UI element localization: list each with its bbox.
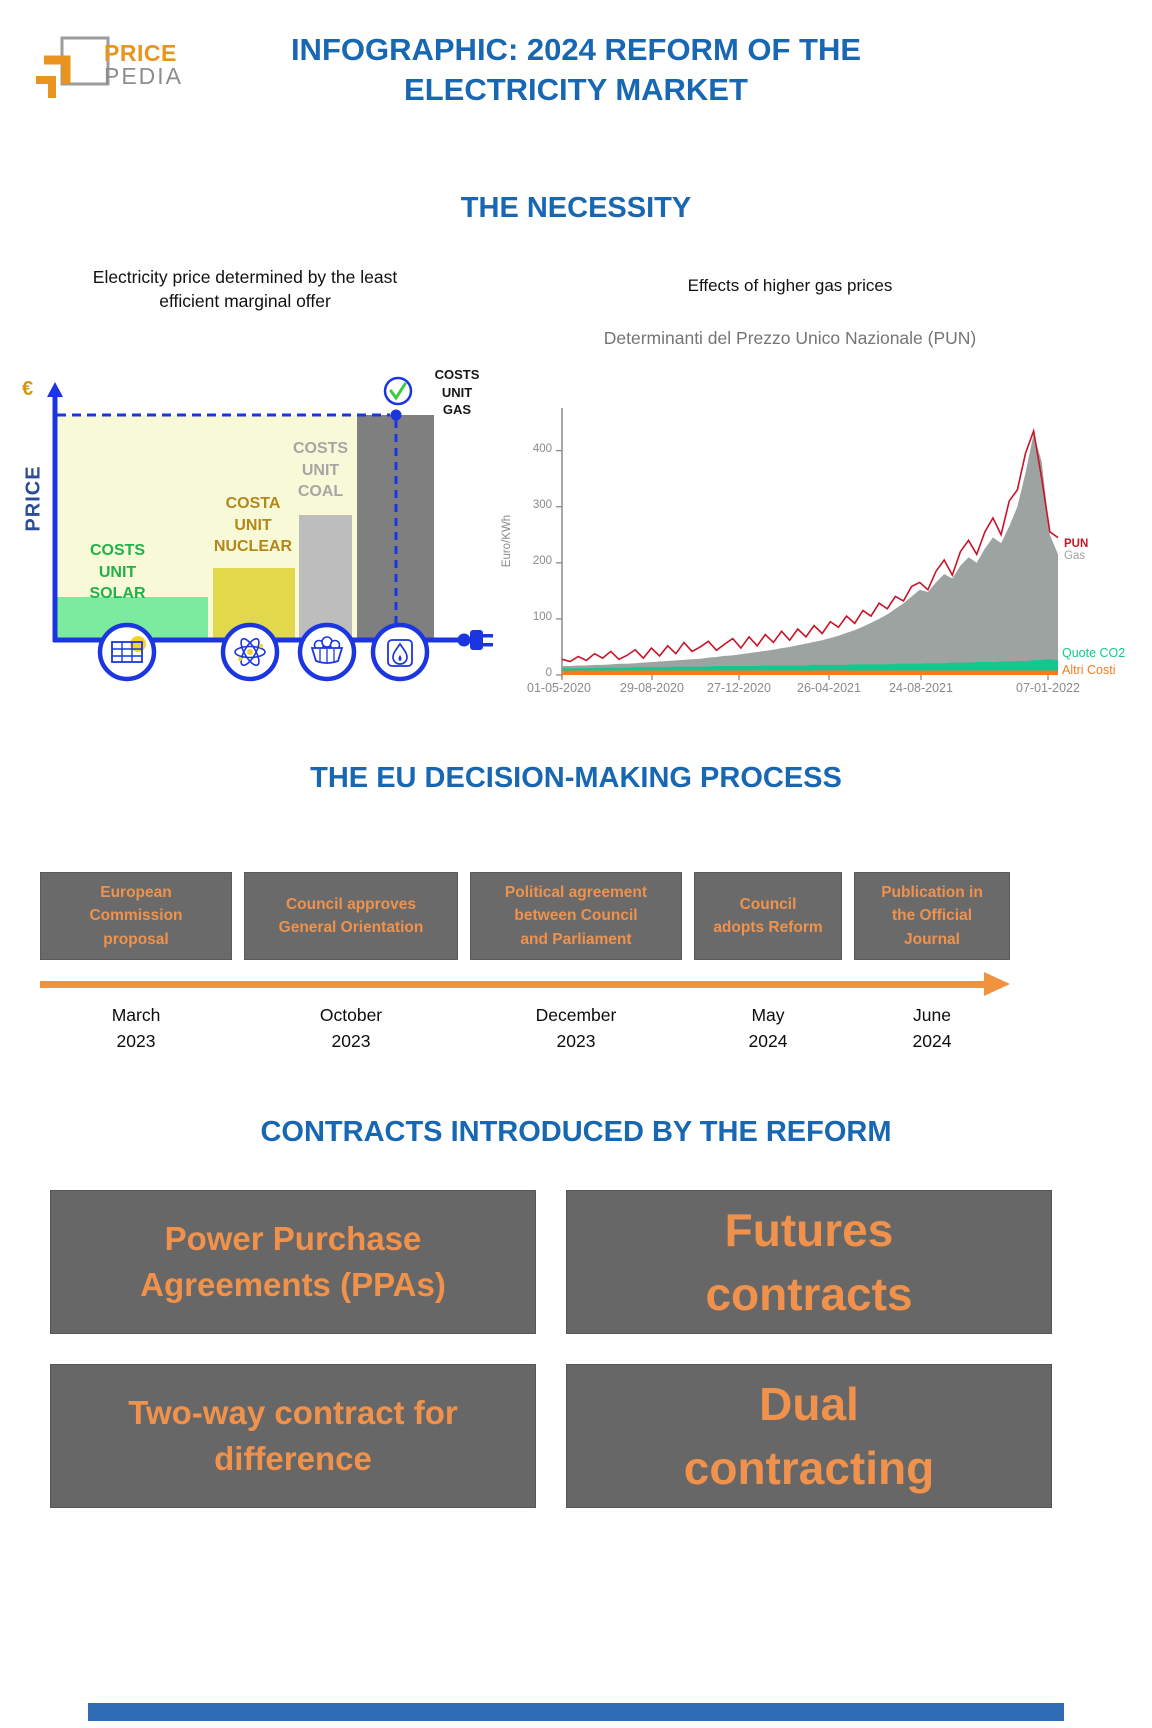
pun-y-ticks (556, 449, 562, 676)
legend-pun: PUN (1064, 538, 1089, 550)
timeline-arrow-head-icon (984, 972, 1010, 996)
pricepedia-logo: PRICE PEDIA (28, 32, 198, 110)
euro-symbol: € (22, 378, 34, 400)
contract-dual-contracting: Dual contracting (566, 1364, 1052, 1508)
contracts-heading: CONTRACTS INTRODUCED BY THE REFORM (260, 1116, 892, 1148)
date-may-2024: May 2024 (748, 1005, 788, 1052)
page-title: INFOGRAPHIC: 2024 REFORM OF THE ELECTRIC… (290, 32, 862, 107)
legend-quote-co2: Quote CO2 (1062, 646, 1126, 660)
legend-gas: Gas (1064, 550, 1086, 562)
contract-boxes: Power Purchase Agreements (PPAs) Futures… (50, 1190, 1052, 1508)
date-december-2023: December 2023 (535, 1005, 617, 1052)
atom-icon (234, 637, 266, 667)
process-heading: THE EU DECISION-MAKING PROCESS (310, 762, 842, 794)
date-march-2023: March 2023 (111, 1005, 161, 1052)
merit-order-chart (47, 376, 493, 682)
necessity-heading: THE NECESSITY (460, 192, 692, 224)
contract-ppa: Power Purchase Agreements (PPAs) (50, 1190, 536, 1334)
xtick-3: 27-12-2020 (707, 681, 771, 695)
pricepedia-logo-icon (36, 36, 110, 98)
price-axis-arrow-icon (47, 382, 63, 397)
logo-word-pedia: PEDIA (104, 63, 184, 90)
merit-order-chart-title: Electricity price determined by the leas… (92, 267, 398, 311)
pun-chart-caption: Effects of higher gas prices (687, 276, 893, 295)
timeline-arrow (40, 981, 986, 988)
xtick-5: 24-08-2021 (889, 681, 953, 695)
process-steps: European Commission proposal Council app… (40, 872, 1012, 960)
gas-flame-icon (387, 639, 413, 667)
price-axis-label: PRICE (22, 465, 45, 532)
contract-two-way-cfd: Two-way contract for difference (50, 1364, 536, 1508)
ytick-100: 100 (532, 611, 552, 623)
plug-icon (457, 630, 493, 650)
coal-bar (299, 515, 352, 638)
gas-bar-label: COSTS UNIT GAS (434, 367, 480, 418)
solar-panel-icon (111, 636, 146, 663)
date-june-2024: June 2024 (912, 1005, 952, 1052)
xtick-2: 29-08-2020 (620, 681, 684, 695)
ytick-400: 400 (532, 443, 552, 455)
checkmark-circle-icon (383, 376, 413, 406)
xtick-1: 01-05-2020 (527, 681, 591, 695)
checkmark-icon (389, 382, 407, 401)
date-october-2023: October 2023 (319, 1005, 383, 1052)
pun-y-axis-label: Euro/KWh (501, 514, 513, 568)
altri-costi-area-series (562, 670, 1058, 675)
pun-chart-plot (556, 408, 1059, 680)
pricepedia-logo-text: PRICE PEDIA (104, 40, 184, 90)
ytick-300: 300 (532, 499, 552, 511)
ytick-200: 200 (532, 555, 552, 567)
ytick-0: 0 (545, 667, 552, 679)
solar-bar-label: COSTS UNIT SOLAR (89, 542, 146, 603)
gas-area-series (562, 433, 1058, 675)
footer-accent-bar (88, 1703, 1064, 1721)
pun-line-series (561, 427, 1059, 663)
marginal-price-dot (390, 409, 402, 421)
coal-bar-label: COSTS UNIT COAL (292, 440, 349, 501)
nuclear-bar-label: COSTA UNIT NUCLEAR (213, 495, 293, 556)
xtick-4: 26-04-2021 (797, 681, 861, 695)
legend-altri-costi: Altri Costi (1062, 663, 1116, 677)
xtick-6: 07-01-2022 (1016, 681, 1080, 695)
contract-futures: Futures contracts (566, 1190, 1052, 1334)
step-publication: Publication in the Official Journal (854, 872, 1010, 960)
pun-x-ticks (561, 675, 1049, 680)
logo-word-price: PRICE (104, 40, 177, 66)
step-political-agreement: Political agreement between Council and … (470, 872, 682, 960)
solar-icon-circle (97, 622, 157, 682)
process-dates: March 2023 October 2023 December 2023 Ma… (40, 1002, 1012, 1055)
coal-cart-icon (310, 636, 344, 664)
step-general-orientation: Council approves General Orientation (244, 872, 458, 960)
step-commission-proposal: European Commission proposal (40, 872, 232, 960)
pun-chart-title: Determinanti del Prezzo Unico Nazionale … (603, 328, 977, 348)
step-council-adopts: Council adopts Reform (694, 872, 842, 960)
